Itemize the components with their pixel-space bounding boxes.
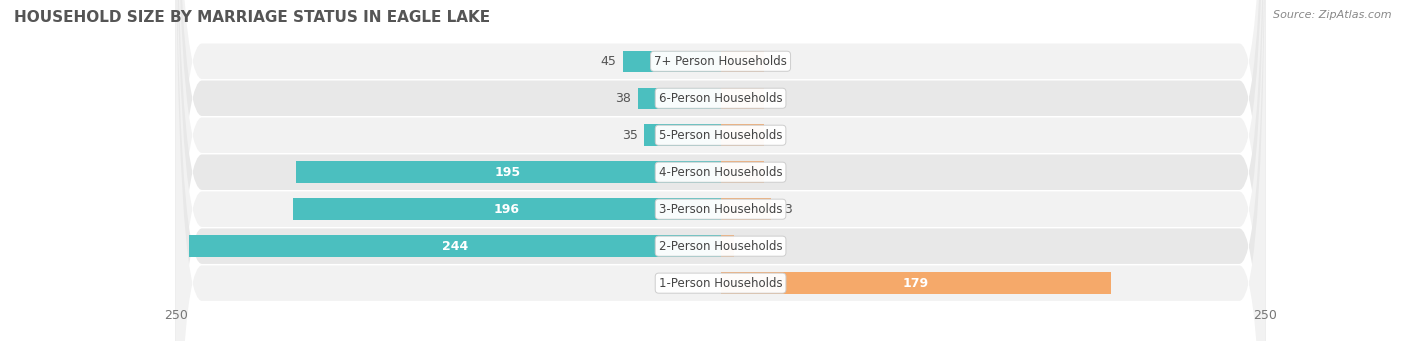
Text: 244: 244: [441, 240, 468, 253]
FancyBboxPatch shape: [176, 0, 1265, 341]
Text: 195: 195: [495, 166, 522, 179]
Text: 196: 196: [494, 203, 520, 216]
Text: 23: 23: [778, 203, 793, 216]
Bar: [295, 162, 721, 183]
Bar: [188, 235, 721, 257]
Bar: [638, 88, 721, 109]
Text: 4-Person Households: 4-Person Households: [659, 166, 782, 179]
Text: 35: 35: [621, 129, 638, 142]
FancyBboxPatch shape: [176, 0, 1265, 341]
Text: 0: 0: [770, 92, 779, 105]
Text: 38: 38: [616, 92, 631, 105]
Text: Source: ZipAtlas.com: Source: ZipAtlas.com: [1274, 10, 1392, 20]
Text: 0: 0: [770, 166, 779, 179]
Text: 0: 0: [770, 129, 779, 142]
Bar: [721, 235, 734, 257]
Bar: [721, 162, 765, 183]
Text: 45: 45: [600, 55, 616, 68]
Text: 0: 0: [770, 55, 779, 68]
Text: 6-Person Households: 6-Person Households: [659, 92, 782, 105]
Bar: [721, 198, 770, 220]
Text: 179: 179: [903, 277, 929, 290]
Bar: [721, 50, 765, 72]
Text: 3-Person Households: 3-Person Households: [659, 203, 782, 216]
FancyBboxPatch shape: [176, 0, 1265, 341]
Bar: [721, 272, 1111, 294]
Text: 7+ Person Households: 7+ Person Households: [654, 55, 787, 68]
Text: 6: 6: [740, 240, 748, 253]
FancyBboxPatch shape: [176, 0, 1265, 341]
FancyBboxPatch shape: [176, 0, 1265, 341]
Text: 2-Person Households: 2-Person Households: [659, 240, 782, 253]
FancyBboxPatch shape: [176, 0, 1265, 341]
Bar: [721, 124, 765, 146]
Bar: [294, 198, 721, 220]
Bar: [644, 124, 721, 146]
FancyBboxPatch shape: [176, 0, 1265, 341]
Text: 5-Person Households: 5-Person Households: [659, 129, 782, 142]
Text: HOUSEHOLD SIZE BY MARRIAGE STATUS IN EAGLE LAKE: HOUSEHOLD SIZE BY MARRIAGE STATUS IN EAG…: [14, 10, 491, 25]
Text: 1-Person Households: 1-Person Households: [659, 277, 782, 290]
Bar: [721, 88, 765, 109]
Bar: [623, 50, 721, 72]
